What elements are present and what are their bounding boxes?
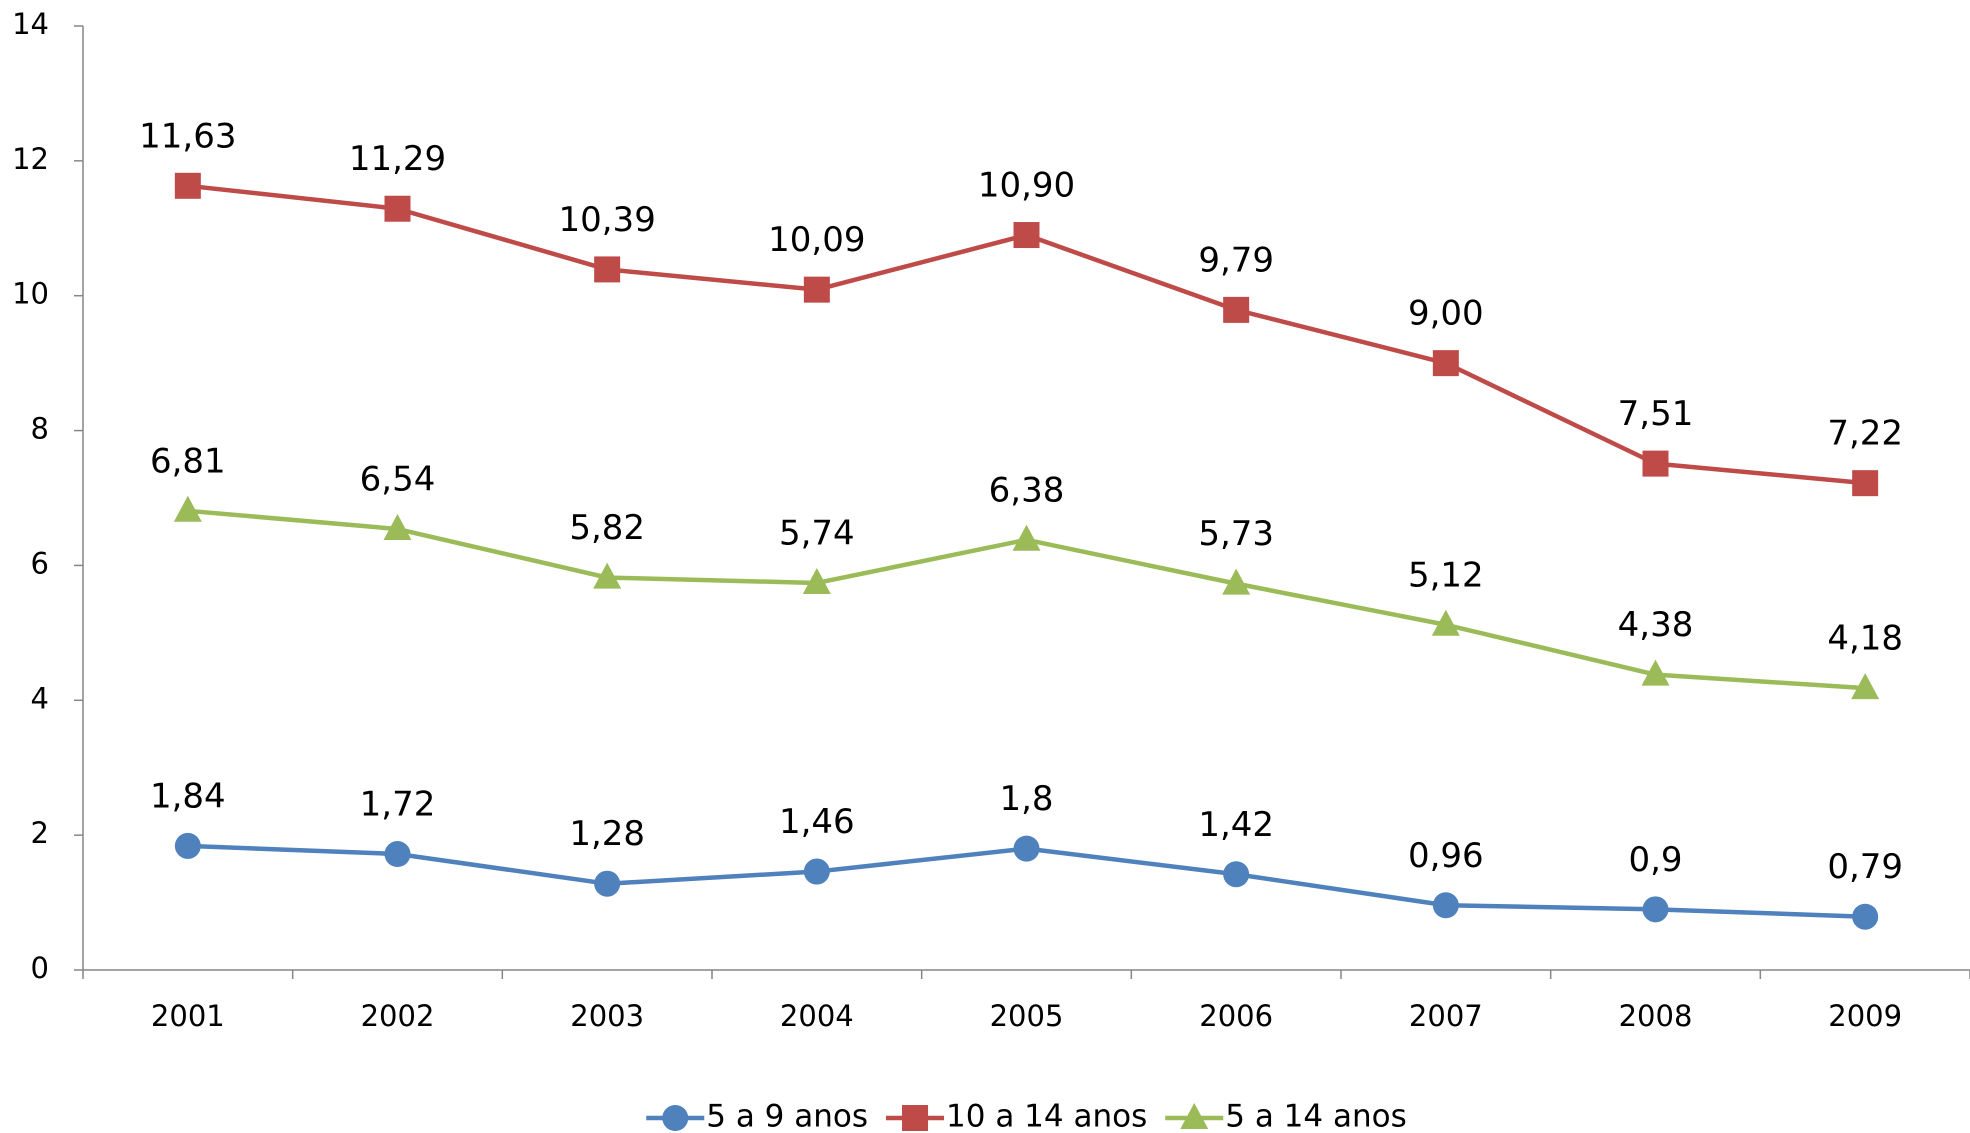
point: [594, 871, 620, 897]
data-label: 10,90: [978, 166, 1075, 206]
x-tick-label: 2007: [1409, 999, 1483, 1033]
x-tick-label: 2002: [361, 999, 435, 1033]
data-label: 4,18: [1827, 619, 1903, 659]
x-tick-label: 2003: [570, 999, 644, 1033]
point: [804, 277, 830, 303]
data-label: 0,79: [1827, 847, 1903, 887]
y-tick-label: 0: [31, 951, 49, 985]
point: [1643, 896, 1669, 922]
data-label: 7,22: [1827, 414, 1903, 454]
point: [1013, 525, 1041, 551]
point: [1852, 904, 1878, 930]
data-label: 6,54: [360, 460, 436, 500]
data-label: 6,38: [989, 470, 1065, 510]
point: [175, 173, 201, 199]
data-label: 11,29: [349, 139, 446, 179]
y-tick-label: 4: [31, 681, 49, 715]
data-label: 10,09: [768, 220, 865, 260]
point: [1223, 297, 1249, 323]
data-label: 0,9: [1628, 840, 1682, 880]
legend-label: 5 a 9 anos: [706, 1099, 868, 1133]
y-tick-label: 12: [12, 142, 49, 176]
legend-label: 10 a 14 anos: [946, 1099, 1147, 1133]
x-tick-label: 2009: [1828, 999, 1902, 1033]
point: [1433, 350, 1459, 376]
data-label: 1,46: [779, 802, 855, 842]
data-label: 5,12: [1408, 555, 1484, 595]
point: [385, 841, 411, 867]
legend-marker: [902, 1105, 928, 1131]
data-label: 5,73: [1198, 514, 1274, 554]
y-tick-label: 2: [31, 816, 49, 850]
data-label: 9,79: [1198, 240, 1274, 280]
data-label: 10,39: [558, 200, 655, 240]
point: [1223, 861, 1249, 887]
y-tick-label: 8: [31, 412, 49, 446]
x-tick-label: 2004: [780, 999, 854, 1033]
data-label: 1,8: [999, 779, 1053, 819]
data-label: 7,51: [1618, 394, 1694, 434]
data-label: 9,00: [1408, 294, 1484, 334]
point: [1852, 470, 1878, 496]
y-tick-label: 10: [12, 277, 49, 311]
point: [594, 256, 620, 282]
legend-label: 5 a 14 anos: [1225, 1099, 1407, 1133]
chart: 0 2 4 6 8 10 12 14 2001 2002 2003 2004 2005 2006 2007 2…: [0, 0, 1970, 1133]
data-label: 6,81: [150, 441, 226, 481]
point: [1643, 451, 1669, 477]
point: [385, 196, 411, 222]
point: [1014, 222, 1040, 248]
x-tick-label: 2006: [1199, 999, 1273, 1033]
point: [1433, 892, 1459, 918]
y-tick-label: 14: [12, 7, 49, 41]
data-label: 5,74: [779, 513, 855, 553]
data-label: 1,42: [1198, 805, 1274, 845]
x-tick-label: 2008: [1619, 999, 1693, 1033]
data-label: 1,28: [569, 814, 645, 854]
legend-marker: [662, 1105, 688, 1131]
data-label: 5,82: [569, 508, 645, 548]
data-label: 4,38: [1618, 605, 1694, 645]
point: [1014, 836, 1040, 862]
data-label: 0,96: [1408, 836, 1484, 876]
legend: 5 a 9 anos 10 a 14 anos 5 a 14 anos: [646, 1099, 1407, 1133]
x-tick-label: 2005: [990, 999, 1064, 1033]
point: [175, 833, 201, 859]
data-label: 1,72: [360, 785, 436, 825]
point: [174, 496, 202, 522]
data-label: 11,63: [139, 116, 236, 156]
point: [804, 859, 830, 885]
y-tick-label: 6: [31, 546, 49, 580]
x-tick-label: 2001: [151, 999, 225, 1033]
data-label: 1,84: [150, 776, 226, 816]
